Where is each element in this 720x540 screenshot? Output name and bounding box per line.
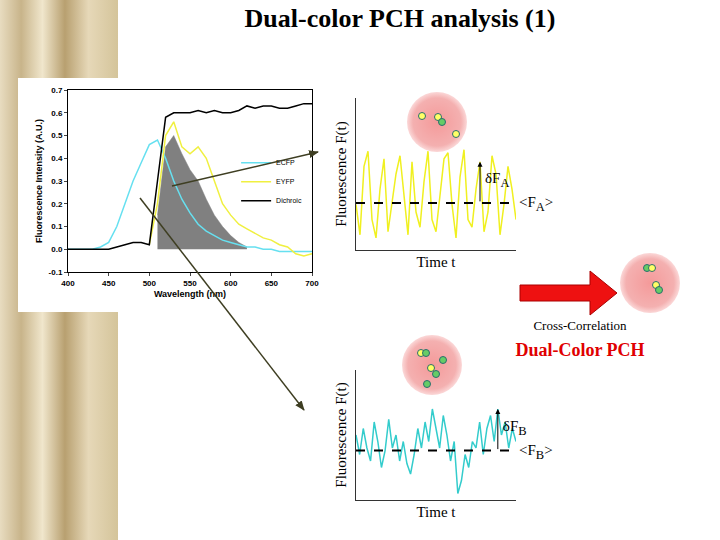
html-text:<FA>: <FA> [519,193,554,214]
svg-text:650: 650 [265,279,279,288]
svg-text:Fluorescence F(t): Fluorescence F(t) [333,121,350,226]
svg-text:700: 700 [305,279,319,288]
html-text:Cross-Correlation: Cross-Correlation [533,318,627,333]
svg-text:0.6: 0.6 [51,109,63,118]
svg-text:EYFP: EYFP [276,178,295,185]
svg-text:0.4: 0.4 [51,154,63,163]
svg-text:450: 450 [102,279,116,288]
svg-text:Dichroic: Dichroic [276,197,302,204]
html-text:Dual-Color PCH: Dual-Color PCH [515,340,645,360]
html-text:δFA: δFA [485,170,510,191]
svg-text:0.7: 0.7 [51,86,63,95]
svg-text:550: 550 [183,279,197,288]
svg-text:0.3: 0.3 [51,177,63,186]
svg-text:ECFP: ECFP [276,159,295,166]
svg-text:0.0: 0.0 [51,245,63,254]
svg-text:0.1: 0.1 [51,222,63,231]
svg-text:400: 400 [61,279,75,288]
svg-text:500: 500 [143,279,157,288]
svg-text:Time t: Time t [416,504,456,520]
svg-text:600: 600 [224,279,238,288]
html-text:<FB>: <FB> [519,441,553,462]
svg-text:Fluorescence F(t): Fluorescence F(t) [333,382,350,487]
svg-text:-0.1: -0.1 [49,268,63,277]
html-text:δFB: δFB [502,417,527,438]
svg-text:Fluorescence Intensity (A.U.): Fluorescence Intensity (A.U.) [34,119,44,243]
html-text:Dual-color PCH analysis (1): Dual-color PCH analysis (1) [244,4,556,33]
svg-text:Wavelength (nm): Wavelength (nm) [154,289,226,299]
svg-text:Time t: Time t [416,254,456,270]
svg-text:0.5: 0.5 [51,131,63,140]
svg-text:0.2: 0.2 [51,200,63,209]
